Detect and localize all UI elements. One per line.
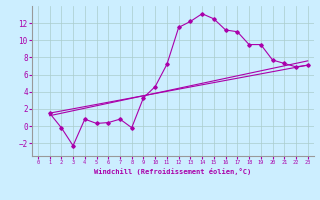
X-axis label: Windchill (Refroidissement éolien,°C): Windchill (Refroidissement éolien,°C) [94,168,252,175]
